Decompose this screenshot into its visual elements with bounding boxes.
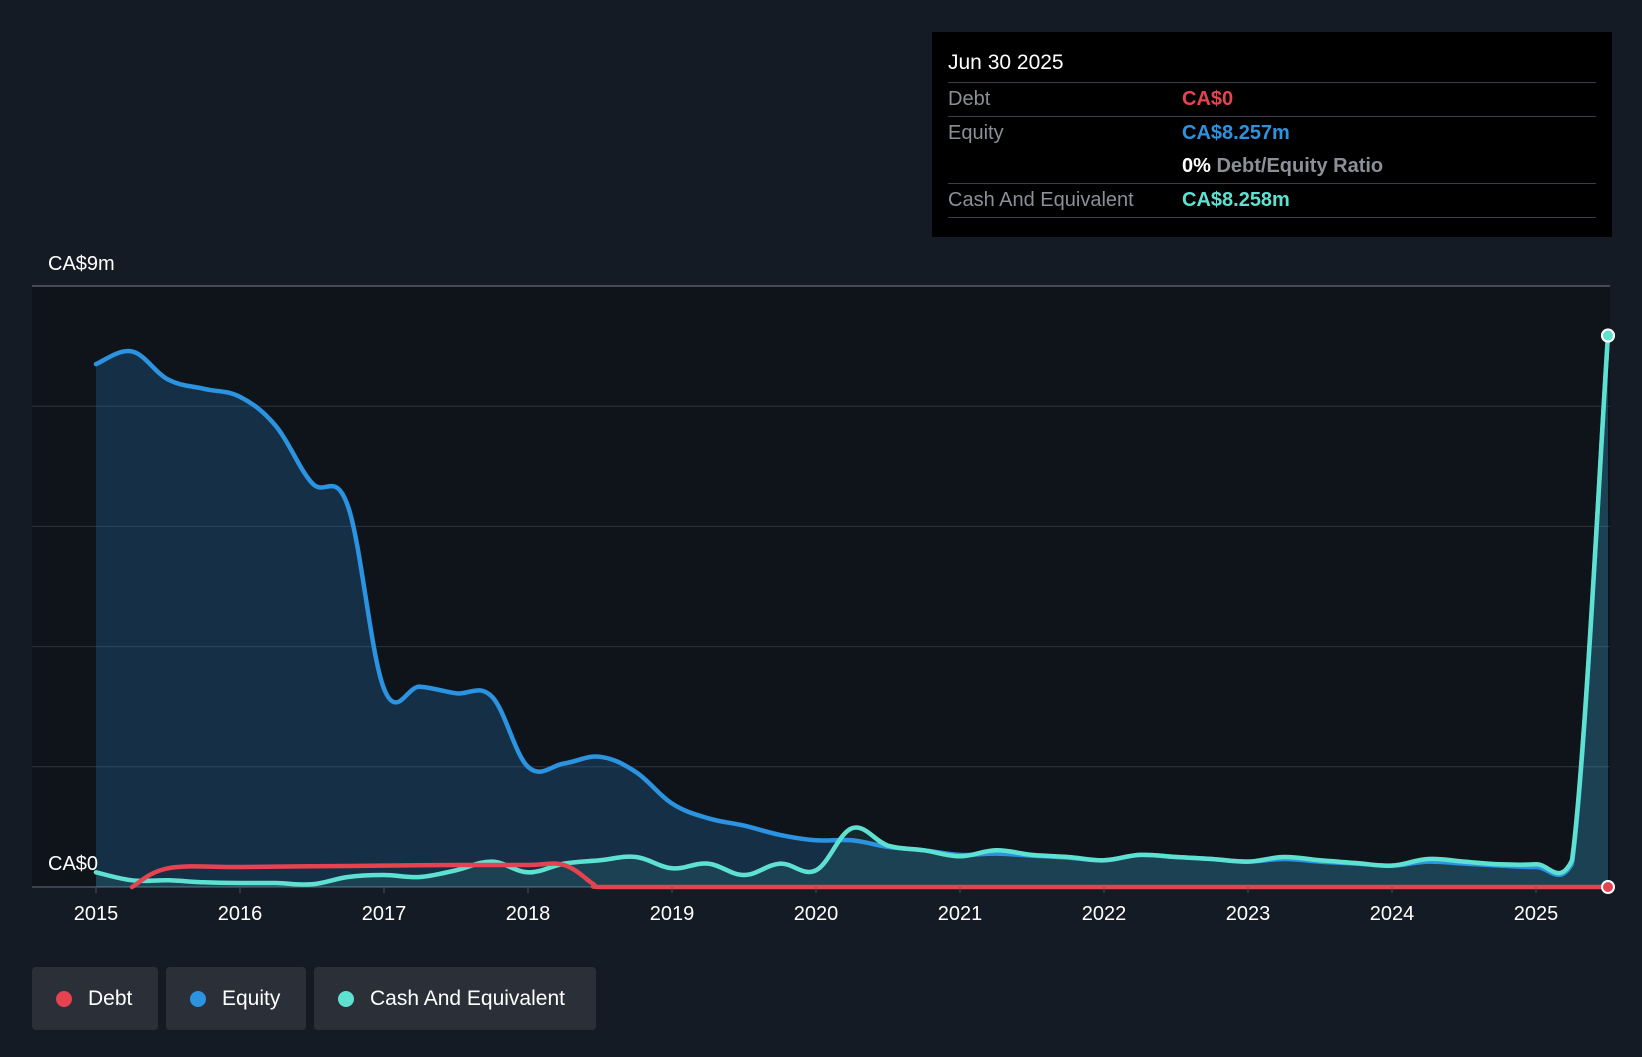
tooltip-equity-value: CA$8.257m [1182,122,1290,144]
tooltip-debt-value: CA$0 [1182,88,1234,110]
tooltip-date: Jun 30 2025 [948,46,1596,83]
equity-dot-icon [190,990,206,1007]
cash-and-equivalent-line [93,333,1611,887]
plot-background [32,286,1610,887]
tooltip-equity-row: Equity CA$8.257m [948,117,1596,150]
legend-item-cash[interactable]: Cash And Equivalent [314,967,596,1030]
hover-tooltip: Jun 30 2025 Debt CA$0 Equity CA$8.257m 0… [932,32,1612,237]
legend-item-equity[interactable]: Equity [166,967,306,1030]
tooltip-ratio-value: 0% [1182,155,1211,177]
tooltip-cash-value: CA$8.258m [1182,189,1290,211]
cash-dot-icon [338,990,354,1007]
x-tick-label: 2024 [1370,903,1415,925]
legend-cash-label: Cash And Equivalent [370,986,565,1010]
x-tick-label: 2025 [1514,903,1559,925]
debt-dot-icon [56,990,72,1007]
tooltip-ratio-row: 0% Debt/Equity Ratio [948,150,1596,184]
debt-end-marker [1601,880,1615,894]
x-tick-label: 2023 [1226,903,1271,925]
y-axis-min-label: CA$0 [48,853,98,875]
x-axis-ticks: 2015 2016 2017 2018 2019 2020 2021 2022 2023 2024… [74,887,1559,925]
series-lines [93,333,1611,890]
x-tick-label: 2019 [650,903,695,925]
x-tick-label: 2018 [506,903,551,925]
y-axis-max-label: CA$9m [48,253,115,275]
cash-and-equivalent-end-marker [1601,328,1615,343]
x-tick-label: 2015 [74,903,119,925]
debt-line [129,861,1611,890]
tooltip-ratio-label: Debt/Equity Ratio [1216,155,1384,177]
series-areas [96,335,1608,888]
tooltip-ratio-spacer [948,150,1182,183]
legend-equity-label: Equity [222,986,281,1010]
x-tick-label: 2020 [794,903,839,925]
tooltip-debt-row: Debt CA$0 [948,83,1596,117]
series-end-markers [1601,328,1615,894]
equity-area [96,335,1608,888]
legend-debt-label: Debt [88,986,133,1010]
tooltip-debt-label: Debt [948,88,991,110]
tooltip-cash-label: Cash And Equivalent [948,189,1134,211]
x-tick-label: 2021 [938,903,983,925]
x-tick-label: 2017 [362,903,407,925]
legend-item-debt[interactable]: Debt [32,967,158,1030]
x-tick-label: 2022 [1082,903,1127,925]
x-tick-label: 2016 [218,903,263,925]
tooltip-equity-label: Equity [948,122,1004,144]
tooltip-cash-row: Cash And Equivalent CA$8.258m [948,184,1596,218]
